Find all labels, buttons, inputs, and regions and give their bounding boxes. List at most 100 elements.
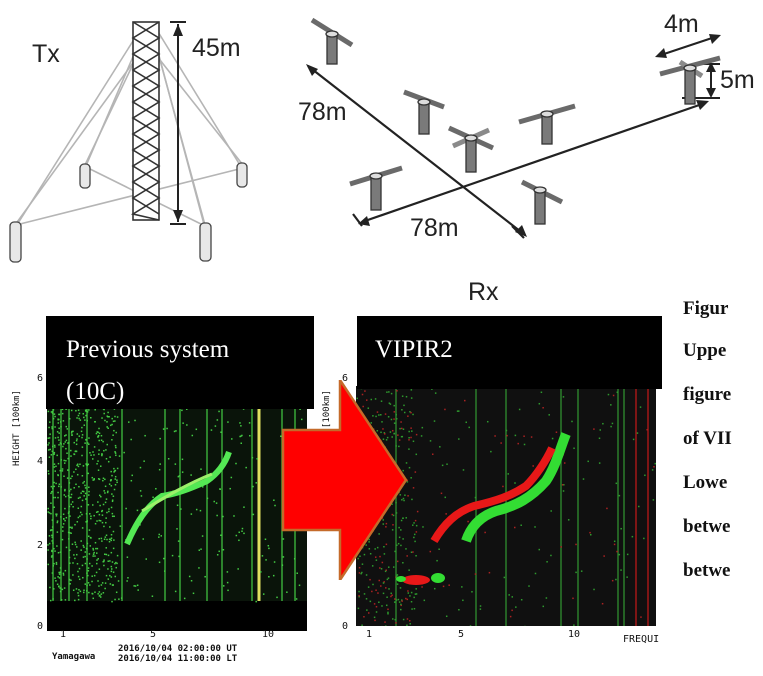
- noise-dot: [51, 426, 53, 428]
- noise-dot: [182, 471, 184, 473]
- noise-dot: [602, 423, 604, 425]
- noise-dot: [79, 413, 81, 415]
- noise-dot: [90, 515, 92, 517]
- noise-dot: [82, 527, 84, 529]
- noise-dot: [92, 458, 94, 460]
- noise-dot: [603, 555, 605, 557]
- y-tick: 6: [37, 373, 43, 384]
- noise-dot: [91, 581, 93, 583]
- noise-dot: [63, 518, 64, 520]
- noise-dot: [111, 537, 113, 539]
- noise-dot: [436, 560, 438, 562]
- noise-dot: [103, 413, 105, 415]
- noise-dot: [71, 494, 73, 496]
- noise-dot: [54, 445, 56, 447]
- noise-dot: [80, 540, 82, 542]
- noise-dot: [67, 458, 69, 460]
- noise-dot: [63, 574, 64, 576]
- noise-dot: [99, 568, 101, 570]
- noise-dot: [562, 484, 564, 486]
- noise-dot: [88, 536, 90, 538]
- noise-dot: [615, 579, 617, 581]
- noise-dot: [90, 537, 92, 539]
- noise-dot: [111, 601, 113, 603]
- noise-dot: [51, 454, 53, 456]
- noise-dot: [58, 439, 60, 441]
- noise-dot: [60, 551, 62, 553]
- rx-span-b-label: 78m: [410, 214, 459, 243]
- noise-dot: [528, 585, 530, 587]
- antenna-width-label: 4m: [664, 10, 699, 39]
- noise-dot: [74, 454, 76, 456]
- noise-dot: [116, 567, 118, 569]
- noise-dot: [86, 520, 88, 522]
- noise-dot: [91, 565, 93, 567]
- noise-dot: [638, 506, 640, 508]
- caption-line: Lowe: [683, 472, 727, 494]
- noise-dot: [85, 551, 87, 553]
- noise-dot: [52, 487, 54, 489]
- noise-dot: [111, 418, 113, 420]
- noise-dot: [69, 557, 71, 559]
- noise-dot: [114, 416, 116, 418]
- noise-dot: [220, 535, 222, 537]
- noise-dot: [403, 619, 405, 621]
- noise-dot: [101, 453, 103, 455]
- noise-dot: [83, 417, 85, 419]
- noise-dot: [55, 483, 57, 485]
- noise-dot: [98, 440, 100, 442]
- noise-dot: [243, 506, 245, 508]
- noise-dot: [109, 560, 111, 562]
- previous-system-subtitle: (10C): [66, 378, 124, 406]
- noise-dot: [410, 412, 412, 414]
- noise-dot: [49, 535, 51, 537]
- noise-dot: [76, 588, 78, 590]
- noise-dot: [117, 416, 119, 418]
- noise-dot: [413, 522, 415, 524]
- x-tick: 5: [150, 629, 156, 640]
- noise-dot: [82, 565, 84, 567]
- noise-dot: [51, 486, 53, 488]
- noise-dot: [99, 479, 101, 481]
- noise-dot: [75, 451, 77, 453]
- noise-dot: [422, 526, 424, 528]
- noise-dot: [414, 541, 416, 543]
- noise-dot: [101, 538, 103, 540]
- noise-dot: [65, 460, 67, 462]
- noise-dot: [514, 482, 516, 484]
- noise-dot: [83, 590, 85, 592]
- noise-dot: [82, 446, 84, 448]
- noise-dot: [534, 526, 536, 528]
- noise-dot: [413, 441, 415, 443]
- noise-dot: [120, 525, 122, 527]
- noise-dot: [599, 429, 601, 431]
- noise-dot: [100, 520, 102, 522]
- noise-dot: [112, 561, 114, 563]
- noise-dot: [211, 429, 213, 431]
- noise-dot: [599, 462, 601, 464]
- noise-dot: [84, 556, 86, 558]
- noise-dot: [213, 501, 215, 503]
- vipir2-title: VIPIR2: [375, 336, 453, 364]
- noise-dot: [152, 497, 154, 499]
- noise-dot: [50, 513, 52, 515]
- noise-dot: [106, 554, 108, 556]
- noise-dot: [65, 496, 67, 498]
- noise-dot: [111, 552, 113, 554]
- noise-dot: [103, 592, 105, 594]
- noise-dot: [54, 466, 56, 468]
- noise-dot: [96, 463, 98, 465]
- noise-dot: [398, 599, 400, 601]
- noise-dot: [102, 441, 104, 443]
- noise-dot: [118, 580, 120, 582]
- noise-dot: [57, 520, 59, 522]
- noise-dot: [102, 480, 104, 482]
- noise-dot: [199, 549, 201, 551]
- noise-dot: [111, 566, 113, 568]
- noise-dot: [111, 485, 113, 487]
- noise-dot: [105, 536, 107, 538]
- noise-dot: [614, 541, 616, 543]
- noise-dot: [54, 426, 56, 428]
- noise-dot: [113, 571, 115, 573]
- noise-dot: [117, 468, 119, 470]
